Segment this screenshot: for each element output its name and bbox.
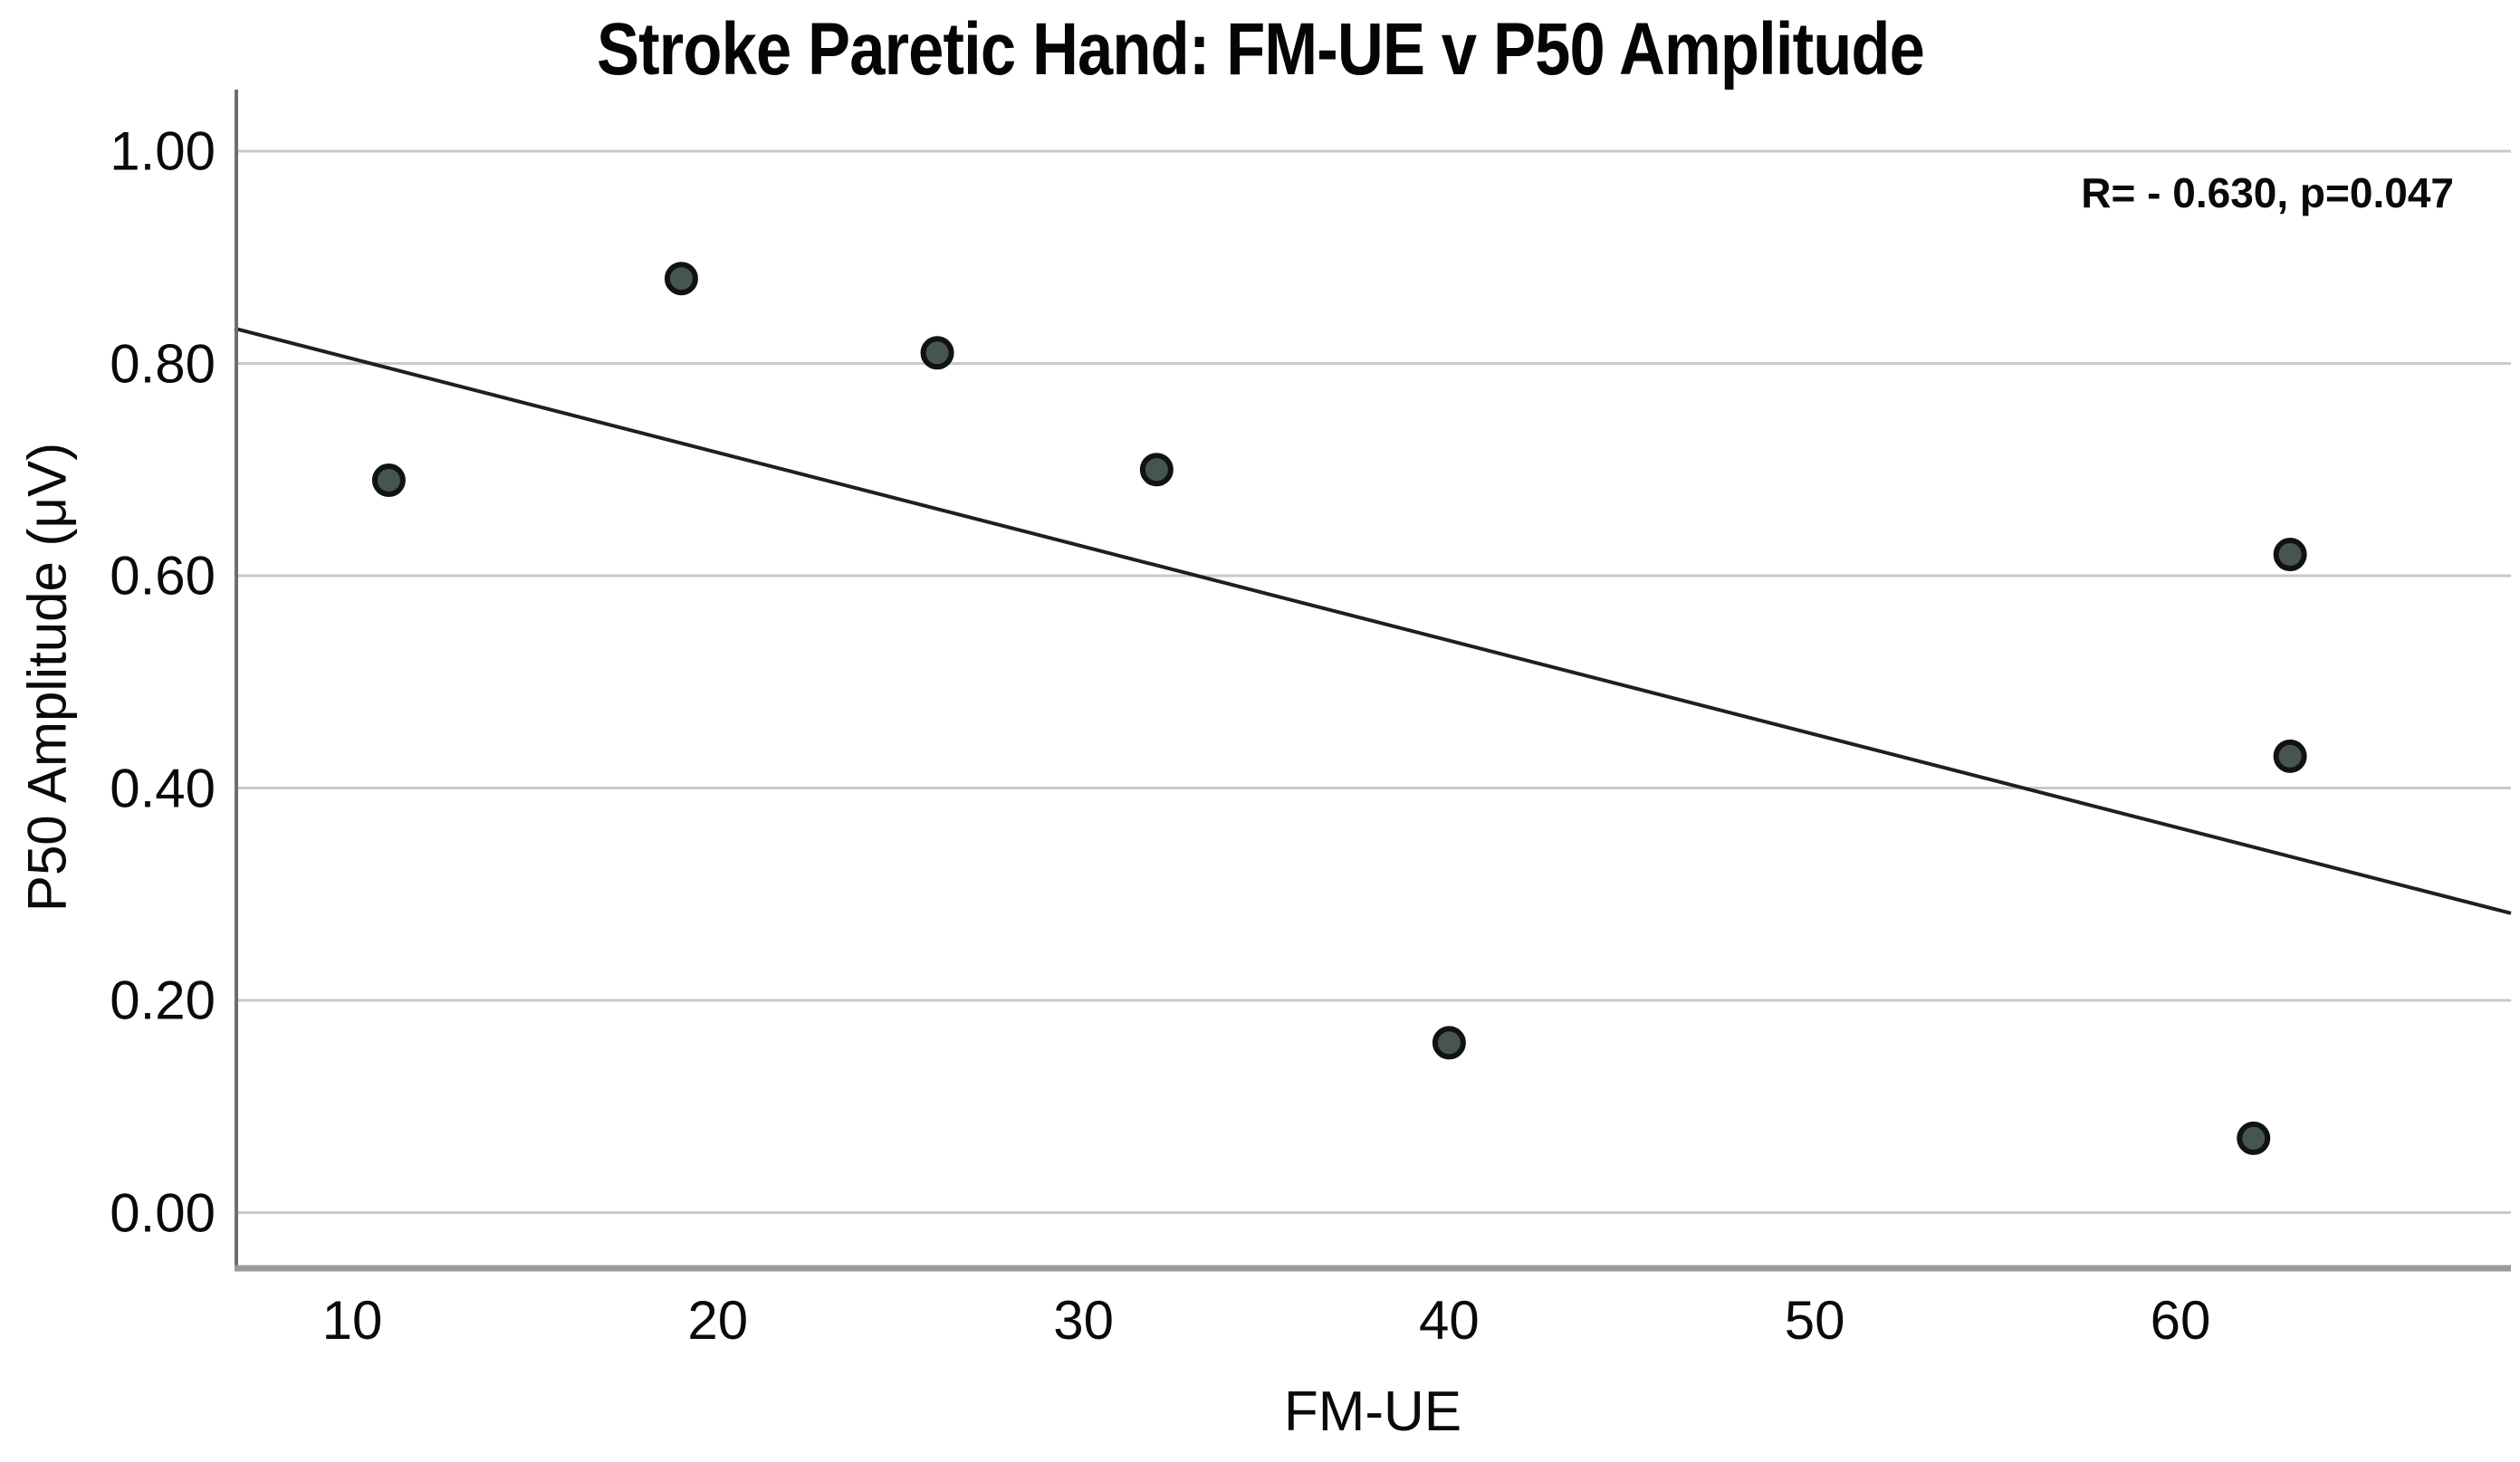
data-point-0 <box>371 463 406 497</box>
data-point-1 <box>664 262 698 296</box>
scatter-plot-svg <box>234 90 2512 1272</box>
data-point-3 <box>1139 453 1174 487</box>
y-tick-label-0.6: 0.60 <box>110 545 216 607</box>
x-tick-label-20: 20 <box>687 1290 749 1351</box>
data-point-5 <box>2273 538 2307 572</box>
data-point-4 <box>1432 1026 1466 1060</box>
x-tick-label-10: 10 <box>321 1290 383 1351</box>
y-tick-label-0.8: 0.80 <box>110 333 216 394</box>
data-point-7 <box>2237 1121 2271 1155</box>
y-axis-label: P50 Amplitude (μV) <box>16 442 78 913</box>
x-axis-label: FM-UE <box>1283 1381 1462 1443</box>
x-tick-label-40: 40 <box>1419 1290 1480 1351</box>
y-tick-label-0.4: 0.40 <box>110 758 216 818</box>
y-tick-label-0.2: 0.20 <box>110 970 216 1031</box>
x-tick-label-50: 50 <box>1784 1290 1845 1351</box>
data-point-2 <box>920 336 954 370</box>
data-point-6 <box>2273 739 2307 773</box>
chart-title: Stroke Paretic Hand: FM-UE v P50 Amplitu… <box>596 8 1924 91</box>
y-tick-label-0: 0.00 <box>110 1182 216 1243</box>
regression-line <box>234 326 2512 915</box>
x-tick-label-60: 60 <box>2150 1290 2211 1351</box>
x-tick-label-30: 30 <box>1053 1290 1114 1351</box>
y-tick-label-1: 1.00 <box>110 120 216 182</box>
correlation-annotation: R= - 0.630, p=0.047 <box>2081 169 2454 216</box>
plot-area <box>234 90 2512 1272</box>
